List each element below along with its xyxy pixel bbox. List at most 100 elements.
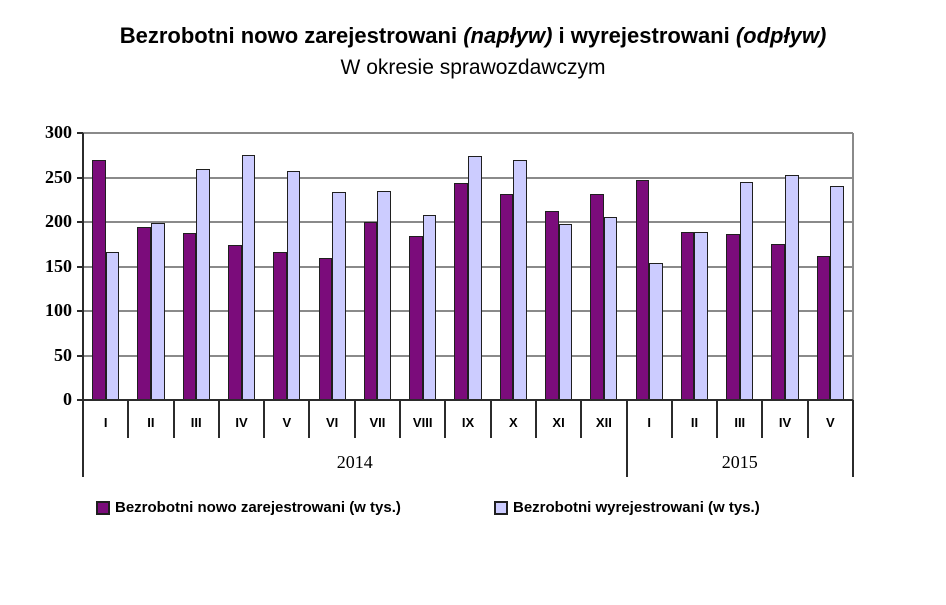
- bar: [544, 210, 559, 400]
- y-axis-tick-label: 250: [45, 166, 72, 187]
- x-axis-category-divider: [127, 400, 130, 438]
- x-axis-month-label: VII: [369, 415, 386, 430]
- bar: [227, 245, 242, 400]
- bar: [363, 222, 378, 400]
- y-axis-tick-label: 100: [45, 300, 72, 321]
- bar: [137, 226, 151, 400]
- bar: [454, 183, 468, 400]
- bar: [739, 182, 754, 400]
- bar: [422, 215, 437, 400]
- chart-title-italic-odplyw: (odpływ): [735, 23, 827, 48]
- x-axis-category-divider: [217, 400, 220, 438]
- x-axis-month-label: X: [508, 415, 518, 430]
- bar: [409, 236, 423, 400]
- bar: [468, 156, 482, 400]
- x-axis-month-label: IX: [461, 415, 475, 430]
- y-axis-tick: [77, 176, 83, 179]
- x-axis-category-divider: [308, 400, 311, 438]
- chart-subtitle: W okresie sprawozdawczym: [340, 56, 606, 79]
- x-axis-line: [77, 399, 853, 401]
- bar: [603, 216, 618, 400]
- bar: [105, 252, 120, 400]
- x-axis-month-label: VI: [325, 415, 339, 430]
- x-axis-category-divider: [670, 400, 673, 438]
- y-axis-tick-label: 50: [54, 344, 72, 365]
- x-axis-category-divider: [263, 400, 266, 438]
- bar: [196, 168, 210, 400]
- x-axis-category-divider: [580, 400, 583, 438]
- y-axis-line: [82, 133, 84, 477]
- bar: [499, 193, 514, 400]
- bar: [830, 185, 844, 400]
- x-axis-category-divider: [353, 400, 356, 438]
- x-axis-month-label: I: [103, 415, 108, 430]
- bar: [241, 154, 256, 400]
- bar: [377, 191, 391, 400]
- x-axis-month-label: VIII: [412, 415, 433, 430]
- gridline: [83, 132, 853, 135]
- y-axis-tick-label: 0: [63, 389, 72, 409]
- bar: [816, 255, 831, 400]
- x-axis-month-label: V: [826, 415, 835, 430]
- bar: [785, 175, 799, 400]
- y-axis-tick-label: 300: [45, 122, 72, 143]
- bar: [318, 257, 333, 400]
- bar: [92, 159, 106, 400]
- x-axis-month-label: XI: [552, 415, 565, 430]
- bar: [273, 251, 287, 400]
- bar: [680, 231, 695, 400]
- x-axis-month-label: II: [147, 415, 155, 430]
- x-axis-year-label: 2014: [336, 452, 373, 472]
- legend-item-outflow: Bezrobotni wyrejestrowani (w tys.): [494, 499, 760, 516]
- outflow-swatch: [494, 500, 508, 515]
- x-axis-category-divider: [399, 400, 402, 438]
- legend-item-inflow: Bezrobotni nowo zarejestrowani (w tys.): [96, 499, 401, 516]
- x-axis-month-label: III: [190, 415, 202, 430]
- x-axis-month-label: IV: [778, 415, 792, 430]
- x-axis-category-divider: [806, 400, 809, 438]
- y-axis-tick: [77, 132, 83, 135]
- x-axis-category-divider: [444, 400, 447, 438]
- bar: [635, 180, 650, 400]
- y-axis-tick: [77, 265, 83, 268]
- chart-title-italic-naplyw: (napływ): [463, 23, 553, 48]
- x-axis-category-divider: [716, 400, 719, 438]
- y-axis-tick-label: 150: [45, 255, 72, 276]
- x-axis-year-label: 2015: [721, 452, 758, 472]
- x-axis-month-label: V: [282, 415, 292, 430]
- y-axis-tick: [77, 310, 83, 313]
- inflow-swatch: [96, 500, 110, 515]
- y-axis-tick: [77, 221, 83, 224]
- x-axis-group-divider: [852, 400, 854, 477]
- x-axis-month-label: III: [734, 415, 746, 430]
- x-axis-category-divider: [534, 400, 537, 438]
- bar: [513, 159, 527, 400]
- x-axis-month-label: IV: [235, 415, 248, 430]
- bar: [558, 223, 573, 400]
- bar: [286, 170, 301, 400]
- bar: [332, 191, 346, 400]
- legend-label-inflow: Bezrobotni nowo zarejestrowani (w tys.): [115, 499, 401, 516]
- y-axis-tick-label: 200: [45, 211, 72, 232]
- x-axis-month-label: XII: [595, 415, 612, 430]
- legend-label-outflow: Bezrobotni wyrejestrowani (w tys.): [513, 499, 760, 516]
- y-axis-tick: [77, 354, 83, 357]
- bar: [771, 244, 786, 400]
- x-axis-month-label: II: [690, 415, 699, 430]
- chart-title: Bezrobotni nowo zarejestrowani (napływ) …: [0, 23, 946, 49]
- bar: [150, 223, 165, 400]
- plot-right-border: [852, 133, 854, 400]
- x-axis-category-divider: [761, 400, 764, 438]
- bar: [182, 232, 197, 400]
- bar: [726, 233, 740, 400]
- x-axis-group-divider: [625, 400, 628, 477]
- chart-title-text: Bezrobotni nowo zarejestrowani: [119, 23, 464, 48]
- x-axis-month-label: I: [647, 415, 651, 430]
- bar: [649, 263, 663, 400]
- bar: [590, 193, 604, 400]
- x-axis-category-divider: [172, 400, 175, 438]
- bar: [694, 231, 709, 400]
- chart-title-text2: i wyrejestrowani: [552, 23, 736, 48]
